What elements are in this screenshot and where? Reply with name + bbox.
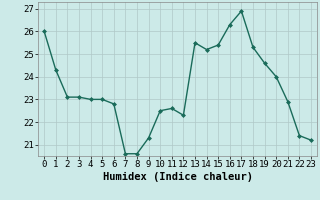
X-axis label: Humidex (Indice chaleur): Humidex (Indice chaleur) (103, 172, 252, 182)
